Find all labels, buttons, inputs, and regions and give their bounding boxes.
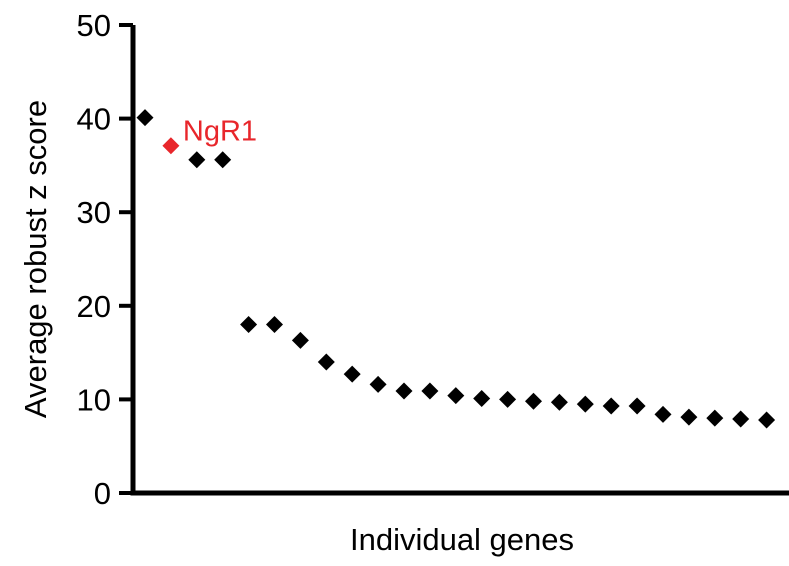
data-point xyxy=(576,395,594,413)
y-tick-label: 0 xyxy=(94,476,111,511)
y-tick-label: 10 xyxy=(77,382,111,417)
data-point xyxy=(758,411,776,429)
data-point xyxy=(188,151,206,169)
data-point xyxy=(291,331,309,349)
data-point xyxy=(447,387,465,405)
data-point xyxy=(266,316,283,334)
y-axis-label: Average robust z score xyxy=(18,100,53,418)
data-point xyxy=(550,393,568,411)
data-point xyxy=(473,389,491,407)
data-point xyxy=(732,410,750,428)
data-point xyxy=(317,353,335,371)
data-point xyxy=(369,375,387,393)
data-point xyxy=(421,382,439,400)
data-point xyxy=(628,397,646,415)
data-point xyxy=(214,151,232,169)
data-point-highlighted xyxy=(162,137,180,155)
data-point xyxy=(136,109,154,127)
data-points xyxy=(136,109,776,429)
data-point xyxy=(499,390,517,408)
data-point xyxy=(343,365,361,383)
data-point xyxy=(602,397,620,415)
point-annotation: NgR1 xyxy=(183,116,257,148)
data-point xyxy=(240,316,258,334)
annotations: NgR1 xyxy=(183,116,257,148)
x-axis-label: Individual genes xyxy=(350,522,574,557)
y-tick-label: 30 xyxy=(77,195,111,230)
data-point xyxy=(395,382,413,400)
y-tick-label: 50 xyxy=(77,8,111,43)
data-point xyxy=(525,392,542,410)
y-axis: 0 10 20 30 40 50 xyxy=(77,8,136,511)
y-tick-label: 40 xyxy=(77,102,111,137)
data-point xyxy=(706,409,724,427)
data-point xyxy=(654,405,672,423)
y-tick-label: 20 xyxy=(77,289,111,324)
data-point xyxy=(680,408,698,426)
